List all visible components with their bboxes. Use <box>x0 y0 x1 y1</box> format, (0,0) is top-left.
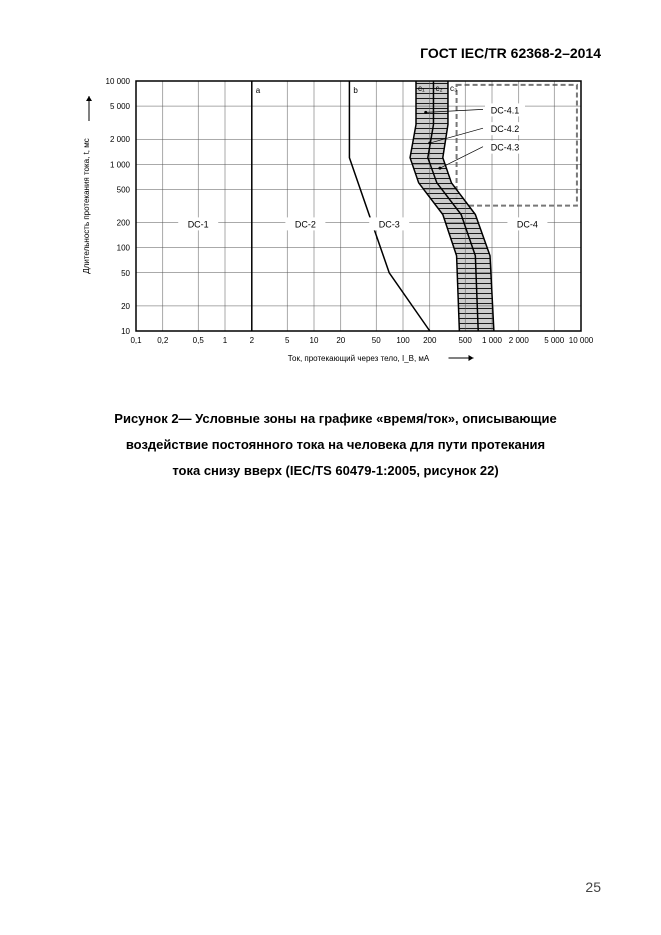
svg-text:5 000: 5 000 <box>109 102 130 111</box>
svg-text:200: 200 <box>116 219 130 228</box>
svg-text:50: 50 <box>121 269 130 278</box>
chart-svg: a b c₁ c₂ c₃ 0,1 0,2 0,5 1 2 5 10 20 50 100 200 500 1 000… <box>71 71 601 381</box>
caption-line-2: воздействие постоянного тока на человека… <box>80 432 591 458</box>
svg-text:DC-1: DC-1 <box>187 219 208 229</box>
svg-text:DC-2: DC-2 <box>294 219 315 229</box>
svg-text:2 000: 2 000 <box>109 135 130 144</box>
svg-text:200: 200 <box>423 336 437 345</box>
svg-text:c₁: c₁ <box>418 84 425 93</box>
svg-text:DC-4.2: DC-4.2 <box>490 124 519 134</box>
svg-text:500: 500 <box>116 185 130 194</box>
svg-text:100: 100 <box>396 336 410 345</box>
svg-text:1: 1 <box>222 336 227 345</box>
svg-text:DC-4: DC-4 <box>516 219 537 229</box>
svg-text:DC-4.1: DC-4.1 <box>490 105 519 115</box>
svg-text:5 000: 5 000 <box>544 336 565 345</box>
caption-line-3: тока снизу вверх (IEC/TS 60479-1:2005, р… <box>80 458 591 484</box>
svg-text:2: 2 <box>249 336 254 345</box>
svg-text:0,5: 0,5 <box>192 336 204 345</box>
svg-text:100: 100 <box>116 244 130 253</box>
svg-text:c₃: c₃ <box>449 84 456 93</box>
svg-text:10 000: 10 000 <box>105 77 130 86</box>
svg-text:Ток, протекающий через тело, I: Ток, протекающий через тело, I_B, мА <box>287 354 429 363</box>
caption-line-1: Рисунок 2— Условные зоны на графике «вре… <box>80 406 591 432</box>
svg-text:20: 20 <box>121 302 130 311</box>
svg-text:DC-4.3: DC-4.3 <box>490 143 519 153</box>
svg-text:20: 20 <box>336 336 345 345</box>
svg-text:10: 10 <box>309 336 318 345</box>
svg-text:Длительность протекания тока,: Длительность протекания тока, t, мс <box>82 138 91 273</box>
svg-text:5: 5 <box>284 336 289 345</box>
svg-text:DC-3: DC-3 <box>378 219 399 229</box>
page-header: ГОСТ IEC/TR 62368-2–2014 <box>70 45 601 61</box>
svg-text:1 000: 1 000 <box>109 160 130 169</box>
svg-text:0,2: 0,2 <box>157 336 169 345</box>
svg-text:500: 500 <box>458 336 472 345</box>
svg-text:50: 50 <box>371 336 380 345</box>
svg-text:c₂: c₂ <box>435 84 442 93</box>
svg-text:2 000: 2 000 <box>508 336 529 345</box>
time-current-chart: a b c₁ c₂ c₃ 0,1 0,2 0,5 1 2 5 10 20 50 100 200 500 1 000… <box>71 71 601 381</box>
standard-code: ГОСТ IEC/TR 62368-2–2014 <box>420 45 601 61</box>
svg-text:0,1: 0,1 <box>130 336 142 345</box>
page-number: 25 <box>585 879 601 895</box>
svg-text:10 000: 10 000 <box>568 336 593 345</box>
svg-text:1 000: 1 000 <box>481 336 502 345</box>
figure-caption: Рисунок 2— Условные зоны на графике «вре… <box>70 406 601 484</box>
svg-text:b: b <box>353 86 358 95</box>
svg-text:10: 10 <box>121 327 130 336</box>
svg-text:a: a <box>255 86 260 95</box>
